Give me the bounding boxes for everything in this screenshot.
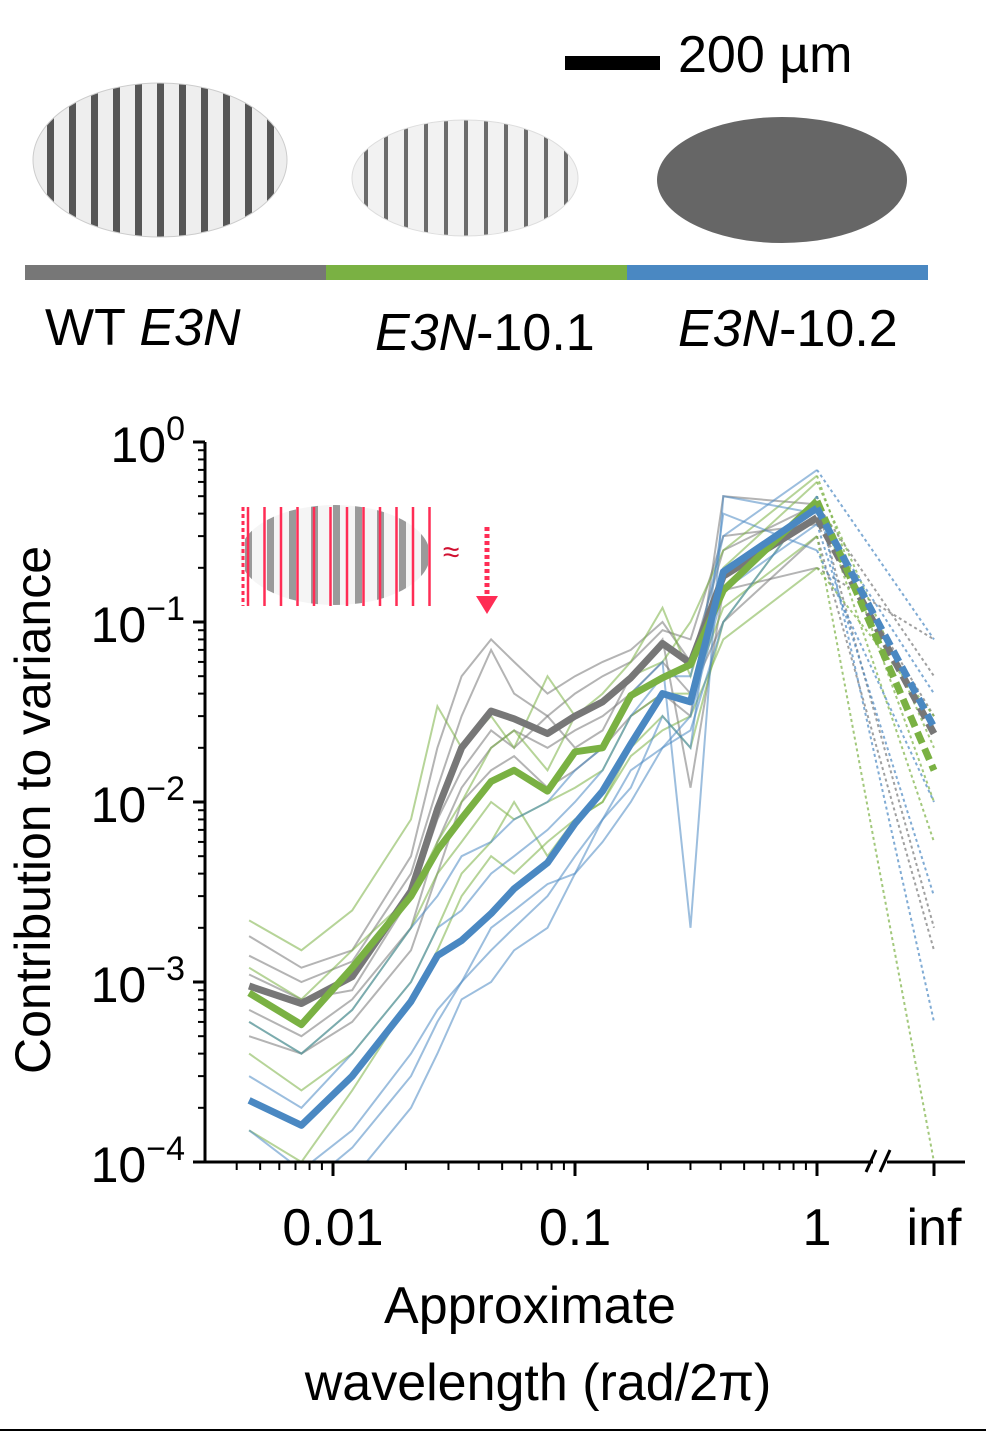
group-label-10-2: E3N-10.2 <box>678 300 898 358</box>
individual-trace <box>248 523 818 984</box>
x-tick-label: 0.1 <box>539 1199 611 1257</box>
embryo-images <box>32 82 907 243</box>
y-tick-label: 10−4 <box>91 1130 185 1193</box>
scale-bar: 200 µm <box>565 26 852 84</box>
y-tick-labels: 100 10−1 10−2 10−3 10−4 <box>91 410 185 1193</box>
individual-trace-extrapolation <box>816 503 935 677</box>
x-tick-label: 0.01 <box>282 1199 383 1257</box>
individual-trace <box>248 512 818 1162</box>
individual-trace <box>248 495 818 1055</box>
scale-bar-label: 200 µm <box>678 26 852 84</box>
inset-stripes <box>241 507 431 606</box>
individual-trace <box>248 566 818 1001</box>
x-tick-labels: 0.01 0.1 1 inf <box>282 1199 962 1257</box>
mean-traces <box>247 498 938 1129</box>
embryo-image-10-1 <box>351 119 579 237</box>
individual-trace <box>365 495 818 1162</box>
mean-trace-extrapolation <box>813 499 938 772</box>
color-bar-wt <box>25 265 326 280</box>
individual-trace-extrapolation <box>816 535 935 951</box>
color-bar-10-2 <box>627 265 928 280</box>
x-axis-label-line2: wavelength (rad/2π) <box>304 1354 772 1412</box>
group-color-bar <box>25 265 928 280</box>
individual-trace-extrapolation <box>816 504 935 929</box>
axis-break-icon <box>864 1149 892 1173</box>
individual-trace <box>248 469 818 1110</box>
individual-trace-extrapolation <box>816 469 935 640</box>
individual-trace-extrapolation <box>816 475 935 803</box>
embryo-image-wt <box>32 82 288 238</box>
x-tick-label: 1 <box>803 1199 832 1257</box>
group-label-10-1: E3N-10.1 <box>375 304 595 362</box>
down-arrow-icon <box>476 596 498 614</box>
individual-trace <box>248 495 818 1055</box>
individual-trace-extrapolation <box>816 566 935 641</box>
individual-trace <box>248 474 818 1001</box>
individual-traces <box>248 469 935 1162</box>
mean-trace-extrapolation <box>813 506 938 729</box>
x-tick-label: inf <box>907 1199 962 1257</box>
axes <box>193 440 965 1176</box>
y-tick-label: 100 <box>110 410 185 473</box>
y-axis-label: Contribution to variance <box>5 546 61 1074</box>
individual-trace-extrapolation <box>816 495 935 1023</box>
individual-trace-extrapolation <box>816 535 935 1162</box>
individual-trace-extrapolation <box>816 549 935 803</box>
scale-bar-line <box>565 56 660 70</box>
group-label-wt: WT E3N <box>45 299 241 357</box>
y-tick-label: 10−1 <box>91 590 185 653</box>
embryo-image-10-2 <box>657 117 907 243</box>
approx-symbol: ≈ <box>443 536 459 569</box>
mean-trace <box>247 505 819 1129</box>
y-tick-label: 10−3 <box>91 950 185 1013</box>
individual-trace <box>248 567 818 1162</box>
inset-diagram: ≈ <box>240 505 498 614</box>
mean-trace <box>247 498 820 1029</box>
color-bar-10-1 <box>326 265 627 280</box>
x-axis-label-line1: Approximate <box>384 1277 676 1335</box>
inset-embryo <box>240 505 430 605</box>
individual-trace-extrapolation <box>816 523 935 897</box>
individual-trace <box>248 535 818 1038</box>
y-tick-label: 10−2 <box>91 770 185 833</box>
